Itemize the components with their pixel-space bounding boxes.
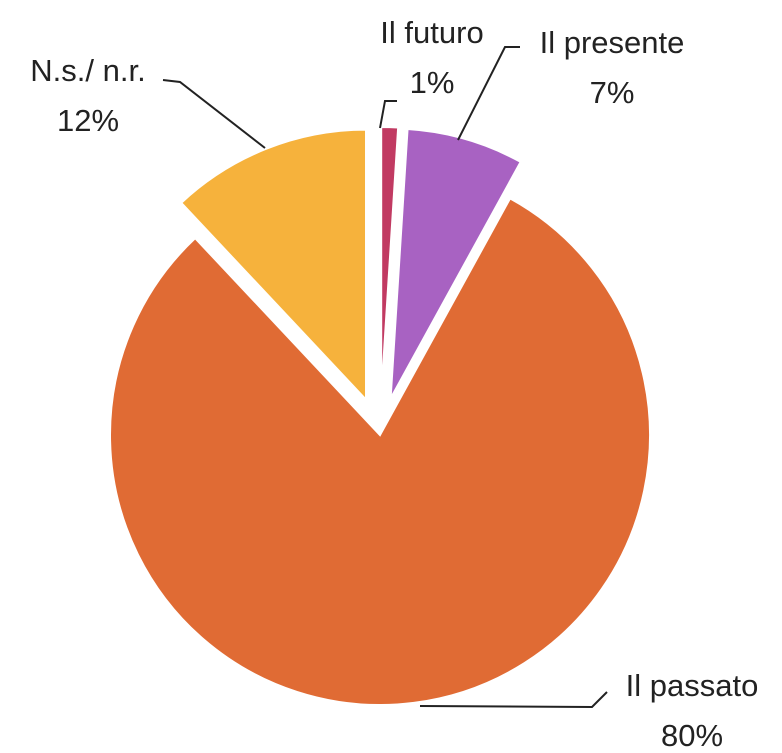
slice-label: Il futuro (380, 15, 483, 50)
leader-line (457, 46, 520, 141)
slice-value-label: 7% (590, 75, 635, 110)
pie-slice (389, 127, 523, 399)
leader-line (379, 100, 397, 129)
pie-slice (109, 197, 651, 706)
leader-line (419, 691, 608, 709)
pie-slice (179, 128, 368, 403)
slice-value-label: 80% (661, 718, 723, 753)
slice-label: Il passato (626, 668, 759, 703)
slice-value-label: 12% (57, 103, 119, 138)
slice-label: Il presente (540, 25, 685, 60)
slice-label: N.s./ n.r. (30, 53, 145, 88)
leader-line (162, 79, 266, 149)
pie-slice (380, 126, 400, 398)
slice-value-label: 1% (410, 65, 455, 100)
